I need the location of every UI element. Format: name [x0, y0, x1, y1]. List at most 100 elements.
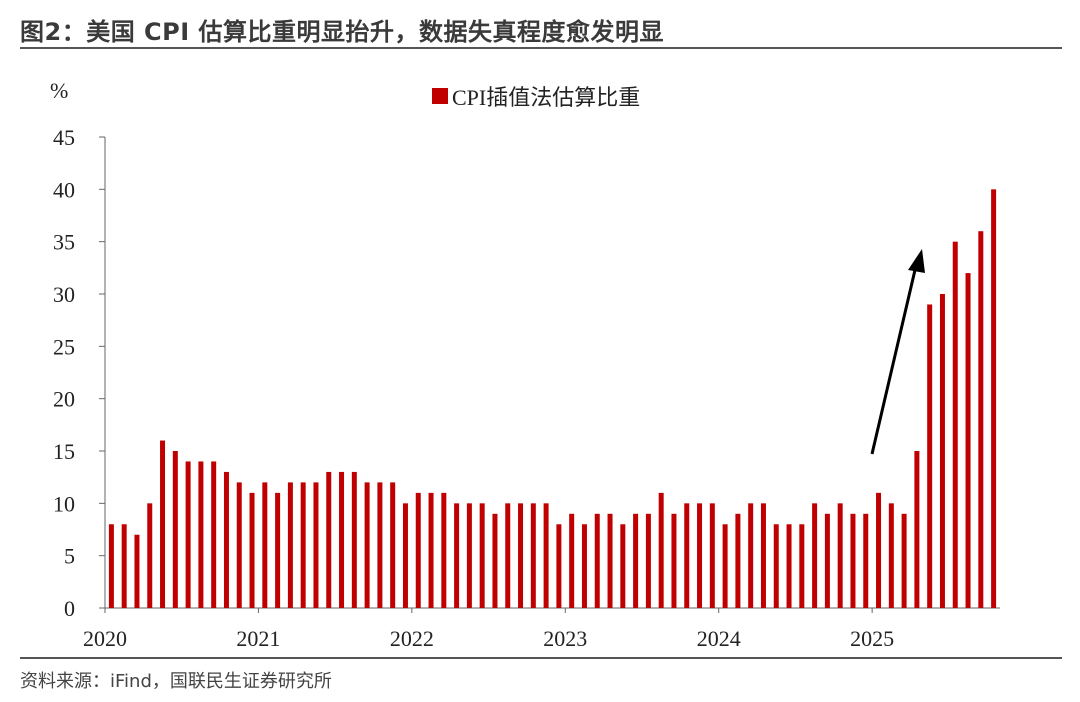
bar: [799, 524, 805, 608]
bar: [211, 461, 217, 608]
y-tick-label: 25: [53, 334, 75, 359]
bar: [581, 524, 587, 608]
x-axis: 2020 2021 2022 2023 2024 2025: [83, 607, 1000, 651]
y-tick-label: 40: [53, 177, 75, 202]
bar: [658, 492, 664, 608]
bar: [287, 482, 293, 608]
y-tick-label: 0: [64, 596, 75, 621]
bar: [134, 534, 140, 608]
bar: [837, 503, 843, 608]
bar: [965, 273, 971, 608]
bar: [236, 482, 242, 608]
bar: [300, 482, 306, 608]
bar: [479, 503, 485, 608]
x-tick-label: 2020: [83, 626, 127, 651]
bar: [645, 513, 651, 608]
x-tick-label: 2025: [850, 626, 894, 651]
bar: [454, 503, 460, 608]
bar: [390, 482, 396, 608]
bar: [326, 471, 332, 608]
figure-title: 图2：美国 CPI 估算比重明显抬升，数据失真程度愈发明显: [20, 18, 665, 46]
bar: [569, 513, 575, 608]
bar: [952, 241, 958, 608]
trend-arrow-shaft: [870, 269, 917, 455]
bar: [671, 513, 677, 608]
bar: [492, 513, 498, 608]
legend: CPI插值法估算比重: [432, 85, 640, 110]
bar: [402, 503, 408, 608]
y-tick-label: 5: [64, 544, 75, 569]
bar: [773, 524, 779, 608]
bar: [108, 524, 114, 608]
bar: [377, 482, 383, 608]
bar: [709, 503, 715, 608]
bar: [428, 492, 434, 608]
source-note: 资料来源：iFind，国联民生证券研究所: [20, 671, 332, 692]
bar: [466, 503, 472, 608]
footer-divider: [20, 657, 1062, 659]
y-tick-label: 30: [53, 282, 75, 307]
y-tick-label: 20: [53, 387, 75, 412]
bar: [313, 482, 319, 608]
bar: [364, 482, 370, 608]
bar: [185, 461, 191, 608]
bar: [530, 503, 536, 608]
legend-label: CPI插值法估算比重: [452, 85, 640, 110]
y-tick-label: 45: [53, 125, 75, 150]
y-axis: 0 5 10 15 20 25 30 35 40 45: [53, 125, 106, 621]
bar: [850, 513, 856, 608]
bar: [620, 524, 626, 608]
y-tick-label: 35: [53, 230, 75, 255]
bar: [876, 492, 882, 608]
trend-arrow-head: [908, 249, 925, 273]
x-tick-label: 2024: [697, 626, 741, 651]
x-tick-label: 2022: [390, 626, 434, 651]
x-tick-label: 2023: [543, 626, 587, 651]
bar: [824, 513, 830, 608]
bar: [262, 482, 268, 608]
bar: [927, 304, 933, 608]
bar: [760, 503, 766, 608]
bar: [722, 524, 728, 608]
bar: [543, 503, 549, 608]
bar: [518, 503, 524, 608]
bar: [863, 513, 869, 608]
y-unit-label: %: [50, 78, 68, 103]
bar: [505, 503, 511, 608]
bar: [339, 471, 345, 608]
title-divider: [20, 47, 1062, 49]
bar: [939, 294, 945, 608]
x-tick-label: 2021: [236, 626, 280, 651]
bar: [594, 513, 600, 608]
bar: [684, 503, 690, 608]
bar: [121, 524, 127, 608]
y-tick-label: 10: [53, 491, 75, 516]
bar: [160, 440, 166, 608]
legend-swatch: [432, 88, 448, 104]
bar: [812, 503, 818, 608]
bar: [991, 189, 997, 609]
bar: [786, 524, 792, 608]
bar-series: [108, 189, 997, 609]
bar: [556, 524, 562, 608]
bar: [607, 513, 613, 608]
bar: [441, 492, 447, 608]
bar: [223, 471, 229, 608]
trend-arrow: [870, 249, 925, 455]
bar: [198, 461, 204, 608]
bar: [901, 513, 907, 608]
bar: [147, 503, 153, 608]
bar: [249, 492, 255, 608]
y-tick-label: 15: [53, 439, 75, 464]
bar: [351, 471, 357, 608]
bar: [978, 231, 984, 608]
bar: [172, 451, 178, 608]
bar: [633, 513, 639, 608]
bar: [275, 492, 281, 608]
bar: [735, 513, 741, 608]
bar: [888, 503, 894, 608]
bar: [415, 492, 421, 608]
bar: [697, 503, 703, 608]
bar: [914, 451, 920, 608]
